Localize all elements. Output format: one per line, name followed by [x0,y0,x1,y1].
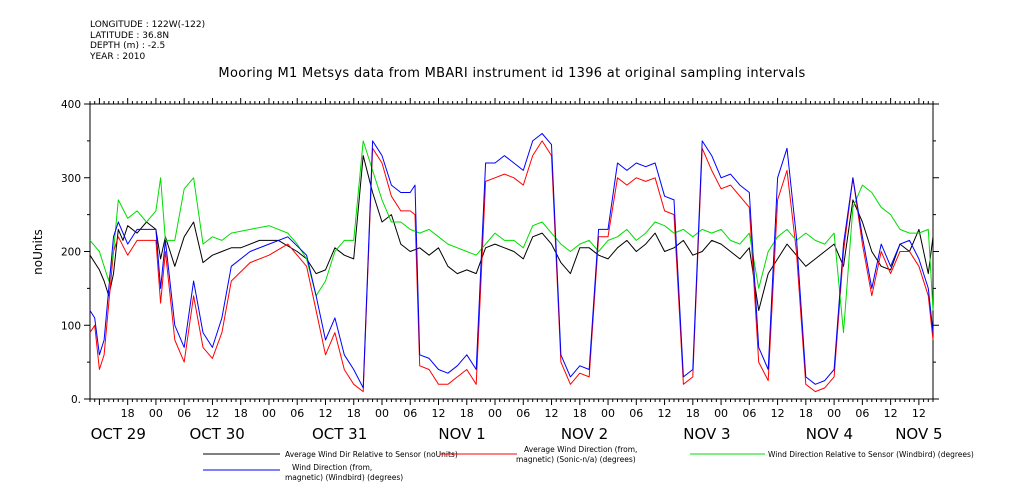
x-day-label: OCT 30 [190,425,245,443]
x-day-label: NOV 3 [683,425,730,443]
y-tick-label: 0. [71,394,81,406]
x-day-label: OCT 31 [312,425,367,443]
longitude-label: LONGITUDE : 122W(-122) [90,20,206,30]
x-tick-label: 06 [403,407,417,420]
latitude-label: LATITUDE : 36.8N [90,30,170,41]
x-tick-label: 00 [375,407,389,420]
x-tick-label: 06 [516,407,530,420]
x-tick-label: 18 [347,407,361,420]
legend-label-2a: Average Wind Direction (from, [524,445,637,454]
series-layer [89,133,934,393]
legend: Average Wind Dir Relative to Sensor (noU… [203,445,974,482]
x-tick-label: 00 [601,407,615,420]
x-tick-label: 12 [771,407,785,420]
legend-label-4a: Wind Direction (from, [292,463,372,472]
y-tick-label: 100 [61,320,81,332]
y-tick-label: 400 [61,99,81,111]
x-tick-label: 06 [629,407,643,420]
legend-label-1: Average Wind Dir Relative to Sensor (noU… [285,450,458,459]
x-tick-label: 00 [488,407,502,420]
axis-layer: 0. 100 200 300 400 18 00 06 12 18 00 06 12 18 00 06 12 18… [61,98,943,443]
x-tick-label: 06 [177,407,191,420]
x-tick-label: 12 [205,407,219,420]
legend-label-3: Wind Direction Relative to Sensor (Windb… [768,450,974,459]
x-tick-label: 12 [884,407,898,420]
x-tick-label: 00 [827,407,841,420]
x-day-label: NOV 1 [438,425,485,443]
x-tick-label: 12 [432,407,446,420]
x-tick-label: 18 [573,407,587,420]
chart-title: Mooring M1 Metsys data from MBARI instru… [218,66,806,81]
depth-label: DEPTH (m) : -2.5 [90,41,166,51]
x-tick-label: 18 [234,407,248,420]
x-tick-label: 12 [318,407,332,420]
x-tick-label: 06 [742,407,756,420]
y-tick-label: 300 [61,173,81,185]
x-tick-label: 12 [658,407,672,420]
y-axis-label: noUnits [31,229,45,275]
x-tick-label: 00 [714,407,728,420]
series-line-3 [89,140,934,334]
y-tick-label: 200 [61,247,81,259]
x-tick-label: 06 [290,407,304,420]
series-line-1 [89,155,934,311]
x-tick-label: 18 [686,407,700,420]
x-tick-label: 12 [545,407,559,420]
metadata-block: LONGITUDE : 122W(-122) LATITUDE : 36.8N … [90,20,205,62]
legend-label-4b: magnetic) (Windbird) (degrees) [285,473,403,482]
x-tick-label: 00 [149,407,163,420]
year-label: YEAR : 2010 [90,51,146,62]
x-day-label: NOV 2 [561,425,608,443]
x-tick-label: 18 [799,407,813,420]
x-tick-label: 18 [121,407,135,420]
x-tick-label: 06 [855,407,869,420]
x-tick-label: 12 [912,407,926,420]
plot-frame [89,103,934,400]
legend-label-2b: magnetic) (Sonic-n/a) (degrees) [516,455,636,464]
x-tick-label: 00 [262,407,276,420]
x-day-label: NOV 5 [895,425,942,443]
x-day-label: OCT 29 [91,425,146,443]
x-tick-label: 18 [460,407,474,420]
series-line-4 [89,133,934,389]
x-day-label: NOV 4 [806,425,853,443]
